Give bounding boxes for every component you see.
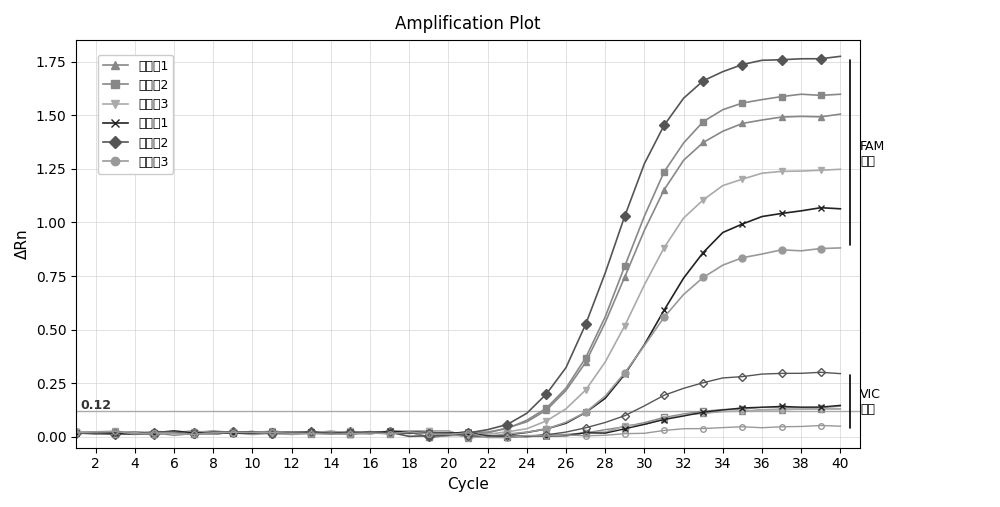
Title: Amplification Plot: Amplification Plot	[395, 15, 541, 33]
Text: 0.12: 0.12	[80, 399, 111, 412]
Text: VIC
通道: VIC 通道	[860, 387, 881, 416]
Legend: 实验组1, 实验组2, 实验组3, 对照组1, 对照组2, 对照组3: 实验组1, 实验组2, 实验组3, 对照组1, 对照组2, 对照组3	[98, 55, 173, 174]
X-axis label: Cycle: Cycle	[447, 477, 489, 492]
Text: FAM
通道: FAM 通道	[860, 140, 885, 168]
Y-axis label: ΔRn: ΔRn	[15, 229, 30, 259]
